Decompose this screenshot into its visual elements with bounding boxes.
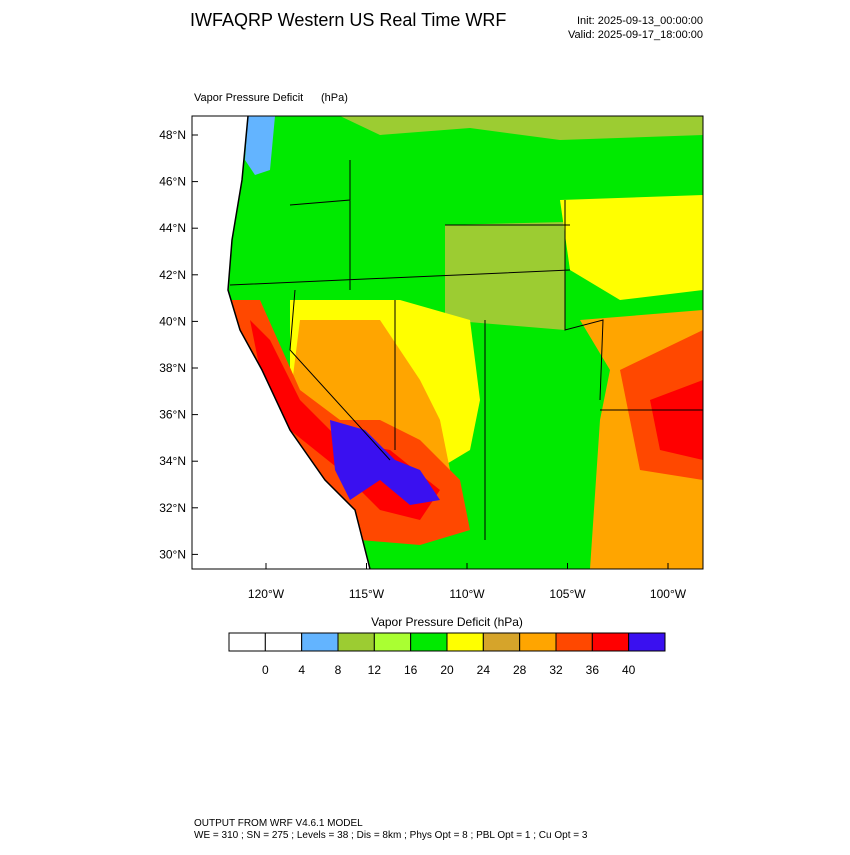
map — [191, 115, 704, 570]
lat-label: 34°N — [159, 454, 186, 468]
state-borders — [229, 160, 703, 540]
lon-label: 120°W — [248, 587, 285, 601]
colorbar-title: Vapor Pressure Deficit (hPa) — [371, 615, 523, 629]
colorbar-box — [591, 632, 630, 652]
colorbar-box — [446, 632, 484, 652]
colorbar-label: 28 — [513, 663, 527, 677]
colorbar-label: 12 — [368, 663, 382, 677]
colorbar-label: 36 — [586, 663, 600, 677]
footer-line: OUTPUT FROM WRF V4.6.1 MODEL — [194, 818, 363, 829]
colorbar-label: 20 — [440, 663, 454, 677]
map-label: Vapor Pressure Deficit — [194, 92, 303, 104]
lat-label: 38°N — [159, 361, 186, 375]
field — [330, 420, 440, 505]
lat-label: 36°N — [159, 408, 186, 422]
field — [340, 116, 703, 140]
lat-label: 48°N — [159, 128, 186, 142]
colorbar-box — [373, 632, 412, 652]
colorbar-label: 16 — [404, 663, 418, 677]
lat-label: 42°N — [159, 268, 186, 282]
lat-label: 32°N — [159, 501, 186, 515]
colorbar-label: 4 — [298, 663, 305, 677]
colorbar-box — [519, 632, 557, 652]
coastline — [227, 116, 371, 569]
ocean — [192, 116, 370, 569]
colorbar-label: 0 — [262, 663, 269, 677]
colorbar-box — [628, 632, 666, 652]
map-frame — [191, 115, 704, 570]
colorbar-label: 32 — [549, 663, 563, 677]
colorbar-label: 8 — [335, 663, 342, 677]
footer-line: WE = 310 ; SN = 275 ; Levels = 38 ; Dis … — [194, 830, 588, 841]
field — [445, 222, 565, 330]
lon-label: 115°W — [349, 587, 385, 601]
colorbar-box — [228, 632, 266, 652]
colorbar-box — [482, 632, 521, 652]
lat-label: 44°N — [159, 221, 186, 235]
field — [560, 195, 703, 300]
title: IWFAQRP Western US Real Time WRF — [190, 10, 506, 30]
colorbar-box — [410, 632, 448, 652]
colorbar-label: 24 — [477, 663, 491, 677]
colorbar-box — [264, 632, 303, 652]
lon-label: 110°W — [449, 587, 485, 601]
lat-label: 40°N — [159, 314, 186, 328]
colorbar-box — [301, 632, 339, 652]
colorbar-box — [337, 632, 375, 652]
field — [245, 116, 275, 175]
valid-time: Valid: 2025-09-17_18:00:00 — [568, 29, 703, 41]
field — [650, 380, 703, 460]
lon-label: 100°W — [650, 587, 687, 601]
colorbar-label: 40 — [622, 663, 636, 677]
map-units: (hPa) — [321, 92, 348, 104]
init-time: Init: 2025-09-13_00:00:00 — [577, 15, 703, 27]
lat-label: 30°N — [159, 547, 186, 561]
lon-label: 105°W — [549, 587, 586, 601]
colorbar-box — [555, 632, 593, 652]
lat-label: 46°N — [159, 175, 186, 189]
